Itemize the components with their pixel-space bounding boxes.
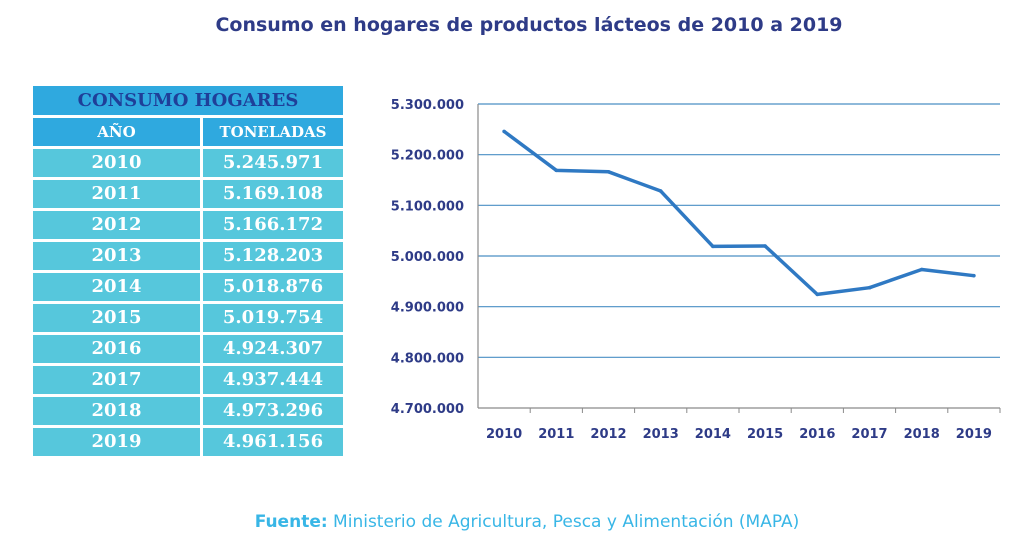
- table-row: 2012 5.166.172: [33, 211, 343, 242]
- table-cell-year: 2011: [33, 180, 203, 208]
- table-cell-tons: 5.169.108: [222, 183, 324, 204]
- table-cell-tons: 5.018.876: [222, 276, 324, 297]
- data-point: [763, 244, 767, 248]
- x-tick-label: 2010: [486, 427, 522, 442]
- data-point: [711, 244, 715, 249]
- table-body: 2010 5.245.971 2011 5.169.108 2012 5.166.172 2…: [33, 149, 343, 459]
- source-label: Fuente:: [254, 512, 328, 532]
- y-tick-label: 5.300.000: [391, 98, 464, 113]
- table-cell-year: 2010: [33, 149, 203, 177]
- data-point: [658, 189, 663, 193]
- table-cell-year: 2014: [33, 273, 203, 301]
- data-point: [554, 168, 559, 173]
- data-point: [815, 292, 820, 297]
- table-title: CONSUMO HOGARES: [33, 86, 343, 118]
- table-cell-tons: 4.973.296: [222, 400, 324, 421]
- table-row: 2017 4.937.444: [33, 366, 343, 397]
- table-cell-tons: 5.245.971: [222, 152, 324, 173]
- table-row: 2013 5.128.203: [33, 242, 343, 273]
- table-cell-year: 2017: [33, 366, 203, 394]
- data-point: [502, 129, 506, 134]
- table-row: 2010 5.245.971: [33, 149, 343, 180]
- x-tick-label: 2019: [956, 427, 992, 442]
- y-tick-label: 4.800.000: [391, 351, 464, 366]
- table-cell-year: 2015: [33, 304, 203, 332]
- column-header-tons: TONELADAS: [219, 123, 327, 141]
- table-cell-tons: 5.019.754: [222, 307, 324, 328]
- table-cell-year: 2018: [33, 397, 203, 425]
- table-cell-tons: 4.937.444: [222, 369, 324, 390]
- x-tick-label: 2012: [590, 427, 626, 442]
- table-header-row: AÑO TONELADAS: [33, 118, 343, 149]
- table-cell-year: 2012: [33, 211, 203, 239]
- x-tick-label: 2015: [747, 427, 783, 442]
- table-cell-tons: 4.924.307: [222, 338, 324, 359]
- x-tick-label: 2013: [643, 427, 679, 442]
- data-point: [867, 285, 872, 290]
- table-row: 2011 5.169.108: [33, 180, 343, 211]
- table-row: 2018 4.973.296: [33, 397, 343, 428]
- consumption-line-chart: 4.700.000 4.800.000 4.900.000 5.000.000 5.10…: [391, 98, 1001, 442]
- y-tick-label: 4.900.000: [391, 301, 464, 316]
- y-tick-label: 4.700.000: [391, 402, 464, 417]
- series-line: [503, 129, 975, 297]
- source-text: Ministerio de Agricultura, Pesca y Alime…: [327, 512, 800, 532]
- x-tick-label: 2011: [538, 427, 574, 442]
- data-point: [972, 273, 976, 278]
- column-header-year: AÑO: [33, 118, 203, 146]
- table-cell-year: 2019: [33, 428, 203, 456]
- table-row: 2016 4.924.307: [33, 335, 343, 366]
- source-note: Fuente: Ministerio de Agricultura, Pesca…: [0, 512, 1024, 532]
- consumption-table: CONSUMO HOGARES AÑO TONELADAS 2010 5.245.…: [33, 86, 343, 459]
- data-point: [919, 267, 924, 272]
- x-tick-label: 2018: [904, 427, 940, 442]
- table-row: 2014 5.018.876: [33, 273, 343, 304]
- table-cell-tons: 4.961.156: [222, 431, 324, 452]
- table-cell-tons: 5.128.203: [222, 245, 324, 266]
- table-cell-tons: 5.166.172: [222, 214, 324, 235]
- y-tick-label: 5.200.000: [391, 149, 464, 164]
- x-tick-label: 2017: [851, 427, 887, 442]
- x-tick-label: 2014: [695, 427, 731, 442]
- y-tick-label: 5.000.000: [391, 250, 464, 265]
- x-tick-label: 2016: [799, 427, 835, 442]
- y-tick-label: 5.100.000: [391, 199, 464, 214]
- table-cell-year: 2016: [33, 335, 203, 363]
- table-row: 2019 4.961.156: [33, 428, 343, 459]
- table-cell-year: 2013: [33, 242, 203, 270]
- table-row: 2015 5.019.754: [33, 304, 343, 335]
- data-point: [606, 170, 611, 174]
- page-title: Consumo en hogares de productos lácteos …: [215, 14, 843, 36]
